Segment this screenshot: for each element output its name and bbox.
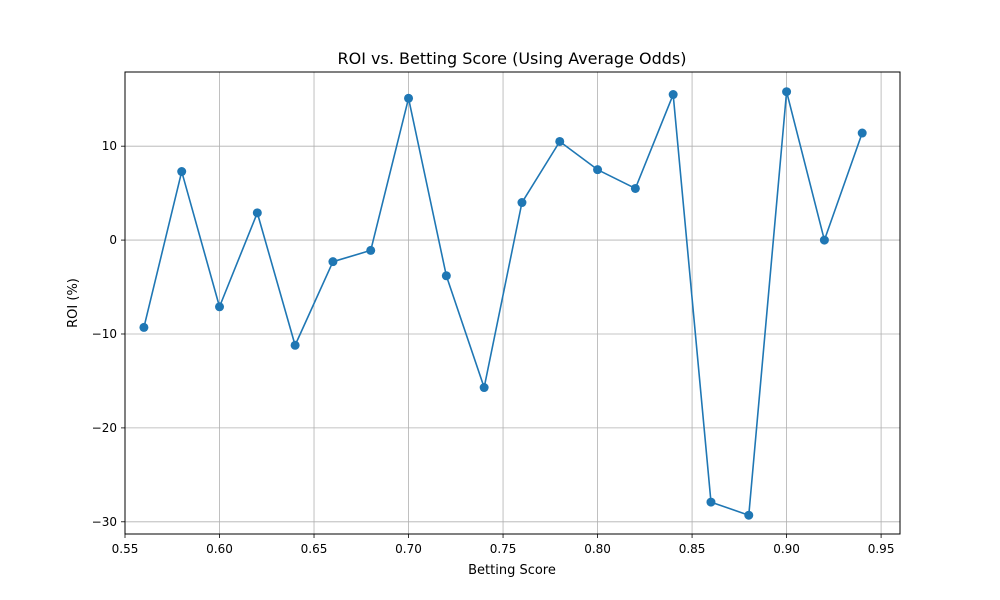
x-tick-label: 0.70 [395, 542, 422, 556]
series-layer [139, 87, 867, 520]
data-point [479, 383, 489, 393]
y-tick-label: −10 [92, 327, 117, 341]
data-point [215, 302, 225, 312]
x-tick-label: 0.60 [206, 542, 233, 556]
data-point [404, 93, 414, 103]
data-point [819, 235, 829, 245]
data-point [441, 271, 451, 281]
data-point [857, 128, 867, 138]
data-point [782, 87, 792, 97]
data-point [630, 183, 640, 193]
data-point [290, 340, 300, 350]
data-point [177, 167, 187, 177]
data-point [744, 510, 754, 520]
data-point [706, 497, 716, 507]
x-axis: 0.55 0.60 0.65 0.70 0.75 0.80 0.85 0.90 0.95 [112, 534, 895, 556]
x-tick-label: 0.75 [490, 542, 517, 556]
y-tick-label: 0 [109, 233, 117, 247]
y-axis-label: ROI (%) [66, 278, 81, 328]
x-axis-label: Betting Score [468, 563, 556, 578]
y-tick-label: −30 [92, 515, 117, 529]
data-point [328, 257, 338, 267]
y-tick-label: 10 [102, 139, 117, 153]
plot-frame [124, 71, 901, 535]
data-point [517, 198, 527, 208]
x-tick-label: 0.85 [679, 542, 706, 556]
chart-title: ROI vs. Betting Score (Using Average Odd… [338, 49, 687, 68]
x-tick-label: 0.80 [584, 542, 611, 556]
x-tick-label: 0.95 [868, 542, 895, 556]
data-point [252, 208, 262, 218]
y-axis: −30 −20 −10 0 10 [92, 139, 125, 529]
x-tick-label: 0.90 [773, 542, 800, 556]
data-point [555, 136, 565, 146]
data-point [593, 165, 603, 175]
x-tick-label: 0.65 [301, 542, 328, 556]
x-tick-label: 0.55 [112, 542, 139, 556]
data-point [139, 322, 149, 332]
data-point [668, 90, 678, 100]
series-line [143, 90, 863, 517]
y-tick-label: −20 [92, 421, 117, 435]
data-point [366, 245, 376, 255]
